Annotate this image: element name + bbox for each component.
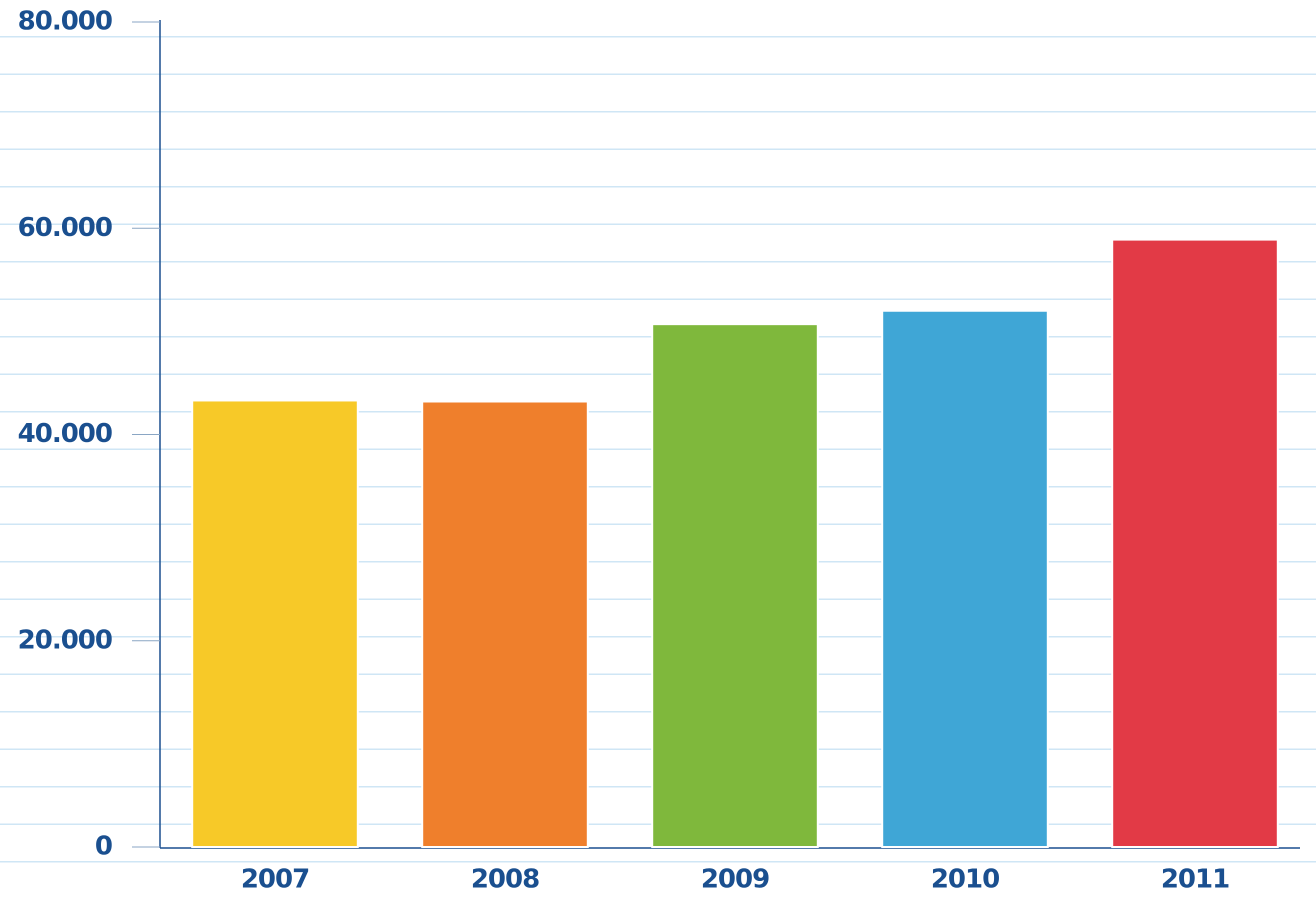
bar [421,400,589,848]
bar [1111,238,1279,848]
x-tick-label: 2010 [931,865,999,895]
y-tick-label: 80.000 [18,7,112,37]
y-tick-label: 60.000 [18,213,112,243]
y-tick-label: 0 [95,832,112,862]
x-tick-label: 2011 [1161,865,1229,895]
bar [651,323,819,848]
bar [191,399,359,848]
x-tick-label: 2009 [701,865,769,895]
y-tick-label: 20.000 [18,625,112,655]
x-tick-label: 2007 [241,865,309,895]
bar [881,309,1049,848]
x-tick-label: 2008 [471,865,539,895]
y-tick-label: 40.000 [18,419,112,449]
